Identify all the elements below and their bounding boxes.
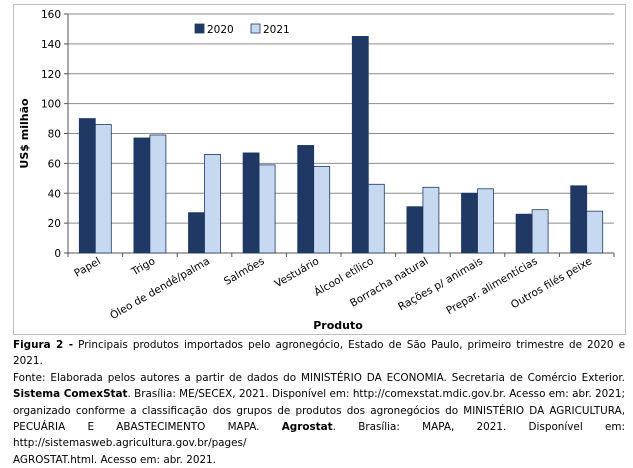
figure-source-end: AGROSTAT.html. Acesso em: abr. 2021. <box>13 453 216 466</box>
source-text-1: Fonte: Elaborada pelos autores a partir … <box>13 371 625 384</box>
bar-2021 <box>94 124 112 254</box>
x-tick-label: Vestuário <box>273 255 322 290</box>
bar-2020 <box>570 185 588 254</box>
y-tick-label: 20 <box>48 218 61 230</box>
y-tick-label: 60 <box>48 158 61 170</box>
legend-label-2020: 2020 <box>207 24 234 36</box>
source-bold-agrostat: Agrostat <box>281 421 333 434</box>
x-tick-label: Prepar. alimentícias <box>444 255 539 317</box>
x-tick-label: Trigo <box>129 255 158 278</box>
bar-2020 <box>406 206 424 254</box>
bar-2020 <box>461 192 478 254</box>
x-tick-label: Papel <box>72 255 103 280</box>
legend-swatch-2020 <box>194 23 205 34</box>
bar-2021 <box>586 210 604 254</box>
source-text-2: . Brasília: ME/SECEX, 2021. Disponível e… <box>13 388 625 434</box>
bar-2021 <box>149 134 167 254</box>
figure-title-text: Principais produtos importados pelo agro… <box>13 339 625 368</box>
bar-2021 <box>258 164 276 254</box>
bar-2021 <box>367 183 385 254</box>
x-tick-label: Salmões <box>222 255 267 288</box>
bar-2020 <box>351 36 369 254</box>
bar-2021 <box>204 154 221 254</box>
bar-2020 <box>188 212 205 254</box>
bar-2020 <box>297 145 315 254</box>
figure-title: Figura 2 - Principais produtos importado… <box>13 337 625 370</box>
y-tick-label: 160 <box>41 9 61 21</box>
bar-2020 <box>242 152 260 254</box>
x-tick-label: Óleo de dendê/palma <box>108 254 212 322</box>
figure-source: Fonte: Elaborada pelos autores a partir … <box>13 370 625 452</box>
y-tick-label: 140 <box>41 39 61 51</box>
bar-2021 <box>477 188 494 254</box>
bar-2020 <box>133 137 151 254</box>
bar-2020 <box>515 213 533 254</box>
bar-2020 <box>78 118 96 254</box>
y-tick-label: 40 <box>48 188 61 200</box>
chart-frame: 0 20 40 60 80 100 120 140 160 Papel Trigo Óleo de d… <box>13 4 626 335</box>
figure-label: Figura 2 - <box>13 339 74 351</box>
legend-label-2021: 2021 <box>263 24 290 36</box>
x-axis-title: Produto <box>313 319 363 332</box>
figure-caption: Figura 2 - Principais produtos importado… <box>13 337 625 468</box>
y-tick-label: 100 <box>41 99 61 111</box>
bar-2021 <box>531 209 549 254</box>
bar-2021 <box>422 186 440 254</box>
legend-swatch-2021 <box>250 23 261 34</box>
y-tick-label: 80 <box>48 129 61 141</box>
y-tick-label: 0 <box>54 248 61 260</box>
source-bold-comexstat: Sistema ComexStat <box>13 388 128 401</box>
y-axis-title: US$ milhão <box>18 98 31 169</box>
bar-2021 <box>313 165 331 254</box>
y-tick-label: 120 <box>41 69 61 81</box>
